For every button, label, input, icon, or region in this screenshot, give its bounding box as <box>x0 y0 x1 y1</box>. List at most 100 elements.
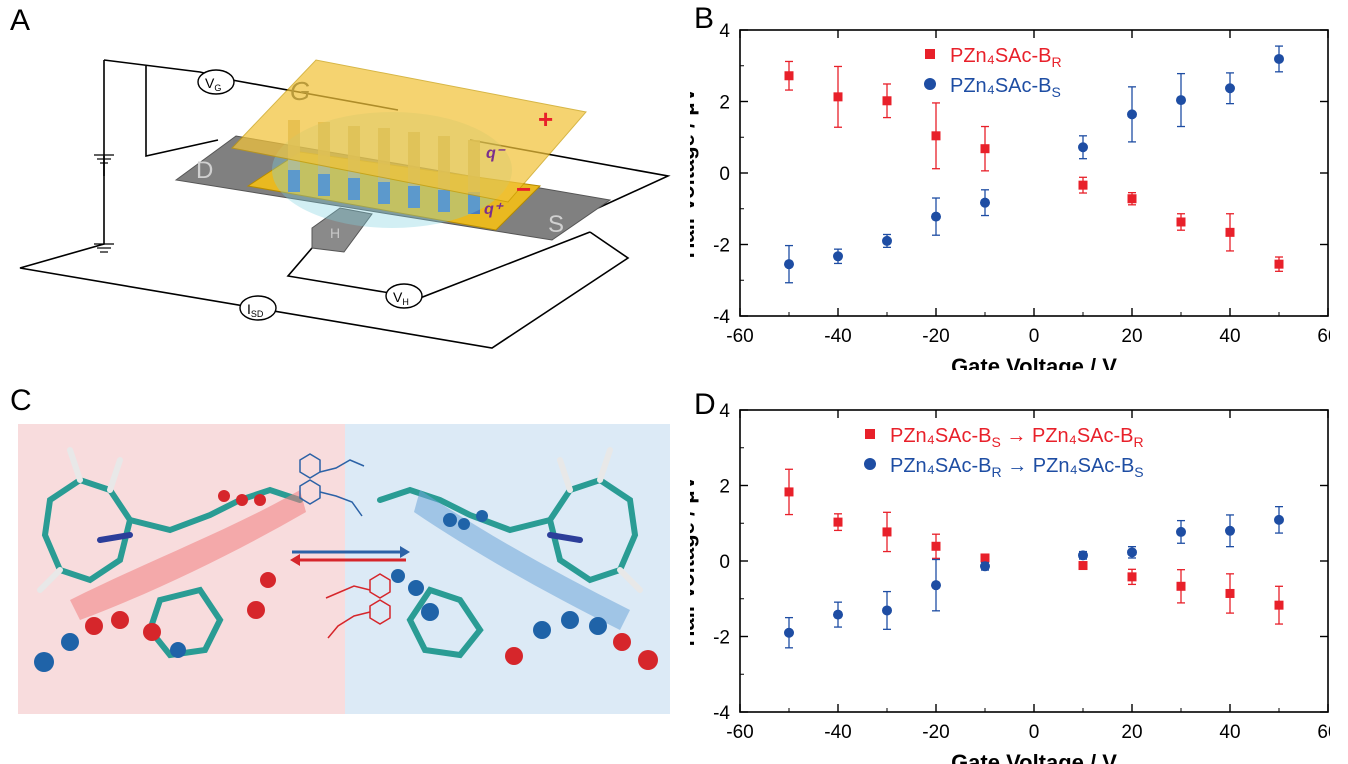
data-point-square <box>1176 217 1186 227</box>
data-point-circle <box>1176 526 1186 537</box>
x-tick-label: 40 <box>1219 722 1240 743</box>
label-hall-electrode: H <box>330 225 340 241</box>
legend-marker <box>925 49 935 59</box>
y-tick-label: 0 <box>719 164 730 185</box>
gate-voltage-meter: VG <box>197 69 235 95</box>
data-point-square <box>1127 194 1137 204</box>
x-tick-label: 0 <box>1029 722 1040 743</box>
series-S: PZn₄SAc-BS → PZn₄SAc-BR <box>784 425 1284 625</box>
svg-text:ISD: ISD <box>247 301 264 319</box>
y-tick-label: 4 <box>719 21 730 42</box>
data-point-circle <box>980 561 990 572</box>
red-binaphthyl-structure <box>325 573 391 639</box>
x-tick-label: -40 <box>824 326 851 347</box>
data-point-circle <box>833 609 843 620</box>
data-point-circle <box>931 580 941 591</box>
data-point-square <box>882 527 892 537</box>
panel-letter-c: C <box>10 384 32 417</box>
legend-marker <box>864 458 876 470</box>
svg-text:VG: VG <box>205 75 221 93</box>
x-tick-label: -40 <box>824 722 851 743</box>
data-point-circle <box>1176 95 1186 106</box>
x-tick-label: -60 <box>726 326 753 347</box>
y-tick-label: 0 <box>719 552 730 573</box>
legend-marker <box>865 429 875 439</box>
x-tick-label: 20 <box>1121 326 1142 347</box>
data-point-square <box>784 71 794 81</box>
data-point-circle <box>1078 550 1088 561</box>
data-point-circle <box>833 251 843 262</box>
data-point-circle <box>1225 83 1235 94</box>
x-tick-label: 0 <box>1029 326 1040 347</box>
label-gate: G <box>290 76 310 106</box>
label-drain: D <box>196 157 213 184</box>
left-spins <box>34 490 276 672</box>
data-point-square <box>1274 259 1284 269</box>
panel-letter-a: A <box>10 4 31 37</box>
data-point-circle <box>1274 514 1284 525</box>
data-point-circle <box>1127 109 1137 120</box>
hall-electrode <box>311 207 373 253</box>
series-S: PZn₄SAc-BS <box>784 45 1284 284</box>
ground-symbol-1 <box>94 154 114 164</box>
right-molecule <box>377 447 643 659</box>
data-point-circle <box>1274 53 1284 64</box>
data-point-circle <box>931 211 941 222</box>
data-point-circle <box>784 627 794 638</box>
data-point-circle <box>1127 547 1137 558</box>
y-axis-title: Hall Voltage / μV <box>690 475 699 646</box>
y-tick-label: -4 <box>713 703 730 724</box>
gate-plate <box>231 59 587 203</box>
x-axis-title: Gate Voltage / V <box>951 354 1117 370</box>
data-point-square <box>931 131 941 141</box>
data-point-circle <box>980 197 990 208</box>
label-q-minus: q⁻ <box>486 145 506 162</box>
left-molecule <box>37 447 303 659</box>
hall-voltage-meter: VH <box>385 283 423 309</box>
x-tick-label: -20 <box>922 326 949 347</box>
plot-frame <box>739 29 1329 317</box>
data-point-circle <box>784 259 794 270</box>
data-point-square <box>833 517 843 527</box>
data-point-square <box>1078 561 1088 571</box>
panel-letter-d: D <box>694 388 716 421</box>
y-tick-label: 2 <box>719 477 730 498</box>
y-tick-label: 2 <box>719 93 730 114</box>
y-axis-title: Hall Voltage / μV <box>690 87 699 258</box>
current-meter: ISD <box>239 295 277 321</box>
y-tick-label: -2 <box>713 628 730 649</box>
label-minus: − <box>516 174 531 204</box>
data-point-square <box>1274 600 1284 610</box>
data-point-square <box>882 96 892 106</box>
data-point-circle <box>1225 525 1235 536</box>
left-helix-arrow <box>70 490 306 620</box>
data-point-square <box>833 92 843 102</box>
data-point-square <box>784 487 794 497</box>
blue-binaphthyl-structure <box>299 453 365 517</box>
data-point-square <box>1225 227 1235 237</box>
label-q-plus: q⁺ <box>484 201 504 218</box>
legend-label: PZn₄SAc-BR → PZn₄SAc-BS <box>890 455 1144 480</box>
spin-switching-illustration <box>18 424 670 714</box>
legend-label: PZn₄SAc-BR <box>950 45 1062 70</box>
data-point-square <box>1078 180 1088 190</box>
legend-label: PZn₄SAc-BS → PZn₄SAc-BR <box>890 425 1144 450</box>
data-point-square <box>1176 581 1186 591</box>
data-point-circle <box>1078 142 1088 153</box>
series-R: PZn₄SAc-BR → PZn₄SAc-BS <box>784 455 1284 649</box>
y-tick-label: -4 <box>713 307 730 328</box>
device-schematic: G D S H + − q⁻ q⁺ VG VH ISD <box>19 59 671 349</box>
x-tick-label: -60 <box>726 722 753 743</box>
label-plus: + <box>538 104 553 134</box>
data-point-square <box>1127 572 1137 582</box>
right-spins <box>391 510 658 670</box>
x-tick-label: 20 <box>1121 722 1142 743</box>
legend-marker <box>924 78 936 90</box>
y-tick-label: 4 <box>719 401 730 422</box>
data-point-square <box>1225 588 1235 598</box>
label-source: S <box>548 211 564 238</box>
svg-text:VH: VH <box>393 289 409 307</box>
data-point-square <box>980 553 990 563</box>
